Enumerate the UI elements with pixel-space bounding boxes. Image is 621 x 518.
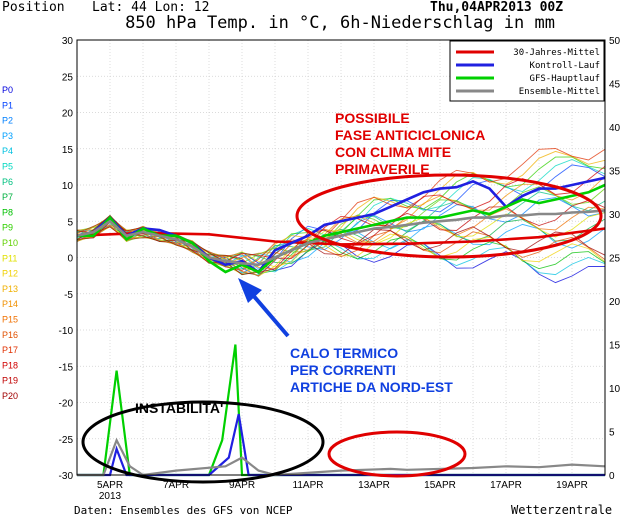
y-left-tick-label: 5 bbox=[67, 217, 73, 228]
y-right-tick-label: 0 bbox=[609, 471, 615, 482]
member-label: P14 bbox=[2, 299, 18, 309]
position-label: Position bbox=[2, 0, 65, 15]
y-right-tick-label: 30 bbox=[609, 210, 621, 221]
y-left-tick-label: -30 bbox=[59, 471, 74, 482]
y-right-tick-label: 20 bbox=[609, 297, 621, 308]
y-left-tick-label: 20 bbox=[62, 109, 74, 120]
series-ensemble-mittel bbox=[76, 209, 606, 267]
legend: 30-Jahres-Mittel Kontroll-Lauf GFS-Hauptla… bbox=[449, 40, 605, 102]
y-right-tick-label: 5 bbox=[609, 428, 615, 439]
member-label: P16 bbox=[2, 330, 18, 340]
y-right-tick-label: 10 bbox=[609, 384, 621, 395]
x-tick-label: 19APR bbox=[556, 480, 588, 491]
member-label: P18 bbox=[2, 360, 18, 370]
y-left-tick-label: 10 bbox=[62, 181, 74, 192]
instability-ellipse bbox=[81, 400, 325, 484]
member-label: P3 bbox=[2, 131, 13, 141]
annotation-scenario-4: PRIMAVERILE bbox=[335, 161, 430, 177]
x-tick-year: 2013 bbox=[99, 491, 122, 502]
annotation-cooling-1: CALO TERMICO bbox=[290, 345, 398, 361]
y-left-tick-label: -20 bbox=[59, 399, 74, 410]
member-label: P5 bbox=[2, 162, 13, 172]
y-right-tick-label: 15 bbox=[609, 341, 621, 352]
member-label: P1 bbox=[2, 100, 13, 110]
annotation-scenario-3: CON CLIMA MITE bbox=[335, 144, 451, 160]
x-tick-label: 11APR bbox=[293, 480, 324, 491]
member-line bbox=[76, 214, 606, 275]
member-label: P9 bbox=[2, 223, 13, 233]
member-label: P10 bbox=[2, 238, 18, 248]
member-label: P17 bbox=[2, 345, 18, 355]
footer-source: Daten: Ensembles des GFS von NCEP bbox=[74, 504, 293, 517]
member-label: P13 bbox=[2, 284, 18, 294]
member-label: P0 bbox=[2, 85, 13, 95]
y-left-tick-label: -5 bbox=[64, 290, 73, 301]
annotation-scenario-1: POSSIBILE bbox=[335, 110, 410, 126]
legend-label: GFS-Hauptlauf bbox=[530, 74, 600, 84]
coords-label: Lat: 44 Lon: 12 bbox=[92, 0, 209, 15]
y-left-tick-label: -25 bbox=[59, 435, 74, 446]
cooling-arrow-head bbox=[238, 278, 262, 303]
legend-label: 30-Jahres-Mittel bbox=[513, 48, 600, 58]
anticyclone-ellipse bbox=[295, 173, 603, 259]
annotation-instability: INSTABILITA' bbox=[135, 400, 223, 416]
x-tick-label: 5APR bbox=[97, 480, 123, 491]
member-label: P12 bbox=[2, 269, 18, 279]
member-labels: P0 P1 P2 P3 P4 P5 P6 P7 P8 P9 P10 P11 P12 P13 P14 P15 P1… bbox=[2, 85, 18, 401]
y-left-tick-label: 30 bbox=[62, 36, 74, 47]
y-right-tick-label: 50 bbox=[609, 36, 621, 47]
annotation-cooling-2: PER CORRENTI bbox=[290, 362, 396, 378]
y-left-tick-label: -15 bbox=[59, 362, 74, 373]
y-right-tick-label: 40 bbox=[609, 123, 621, 134]
member-label: P2 bbox=[2, 116, 13, 126]
dry-period-ellipse bbox=[327, 430, 467, 478]
annotation-cooling-3: ARTICHE DA NORD-EST bbox=[290, 379, 453, 395]
x-tick-label: 9APR bbox=[229, 480, 255, 491]
y-left-tick-label: 15 bbox=[62, 145, 74, 156]
annotation-scenario-2: FASE ANTICICLONICA bbox=[335, 127, 485, 143]
axes: -30 -25 -20 -15 -10 -5 0 5 10 15 20 25 30 0 5 10 15 20 25 3… bbox=[59, 36, 621, 502]
x-tick-label: 7APR bbox=[163, 480, 189, 491]
legend-label: Kontroll-Lauf bbox=[530, 61, 600, 71]
x-tick-label: 13APR bbox=[358, 480, 390, 491]
member-label: P7 bbox=[2, 192, 13, 202]
y-right-tick-label: 45 bbox=[609, 80, 621, 91]
x-tick-label: 15APR bbox=[424, 480, 456, 491]
main-series bbox=[76, 176, 606, 274]
footer-brand: Wetterzentrale bbox=[511, 503, 612, 517]
member-label: P11 bbox=[2, 253, 17, 263]
y-right-tick-label: 25 bbox=[609, 254, 621, 265]
member-label: P15 bbox=[2, 315, 18, 325]
x-tick-label: 17APR bbox=[490, 480, 522, 491]
precip-ensemble-mittel bbox=[77, 437, 606, 477]
run-label: Thu,04APR2013 00Z bbox=[430, 0, 563, 15]
member-label: P8 bbox=[2, 207, 13, 217]
y-right-tick-label: 35 bbox=[609, 167, 621, 178]
member-label: P19 bbox=[2, 376, 18, 386]
plot-frame bbox=[76, 39, 606, 476]
member-label: P6 bbox=[2, 177, 13, 187]
chart-title: 850 hPa Temp. in °C, 6h-Niederschlag in … bbox=[125, 13, 555, 33]
y-left-tick-label: -10 bbox=[59, 326, 74, 337]
series-kontroll-lauf bbox=[76, 176, 606, 274]
member-label: P4 bbox=[2, 146, 13, 156]
legend-label: Ensemble-Mittel bbox=[519, 87, 600, 97]
y-left-tick-label: 25 bbox=[62, 72, 74, 83]
y-left-tick-label: 0 bbox=[67, 254, 73, 265]
member-label: P20 bbox=[2, 391, 18, 401]
